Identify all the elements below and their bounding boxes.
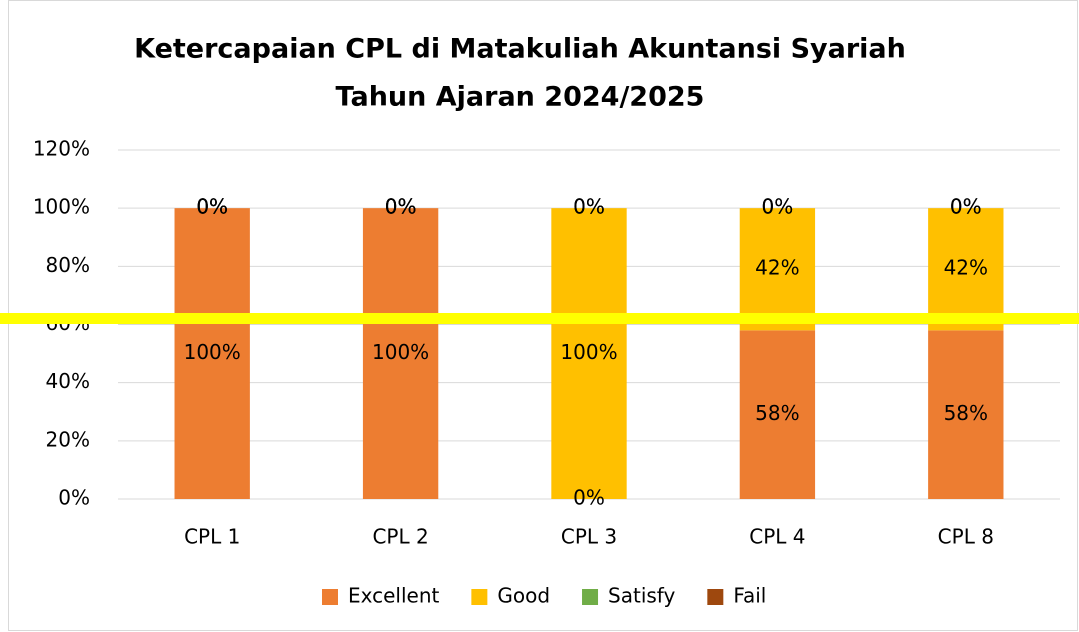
y-tick-label: 100% (33, 195, 90, 219)
data-label: 0% (196, 195, 228, 219)
data-label: 100% (184, 340, 241, 364)
chart-title: Ketercapaian CPL di Matakuliah Akuntansi… (134, 34, 906, 65)
data-label: 0% (950, 195, 982, 219)
x-tick-label: CPL 1 (184, 525, 240, 549)
data-label: 0% (196, 195, 228, 219)
legend-item: Fail (707, 584, 766, 608)
bar-segment (928, 208, 1004, 331)
legend-label: Fail (733, 584, 766, 608)
highlight-line (0, 313, 1079, 324)
data-label: 58% (755, 401, 799, 425)
bar-segment (928, 330, 1004, 499)
data-label: 0% (573, 486, 605, 510)
x-tick-label: CPL 2 (372, 525, 428, 549)
bar-segment (174, 208, 250, 499)
data-label: 0% (385, 195, 417, 219)
data-label: 0% (196, 195, 228, 219)
bar-segment (362, 208, 439, 499)
data-label: 100% (560, 340, 617, 364)
y-tick-label: 80% (46, 253, 90, 277)
legend-label: Good (497, 584, 550, 608)
data-label: 0% (762, 195, 794, 219)
data-label: 42% (755, 256, 799, 280)
legend-item: Good (471, 584, 550, 608)
data-label: 100% (372, 340, 429, 364)
bar-segment (739, 208, 816, 331)
data-label: 0% (950, 195, 982, 219)
legend-swatch (582, 589, 599, 605)
legend-label: Satisfy (608, 584, 675, 608)
x-tick-label: CPL 8 (938, 525, 994, 549)
x-tick-label: CPL 4 (749, 525, 805, 549)
x-tick-label: CPL 3 (561, 525, 617, 549)
data-label: 0% (762, 195, 794, 219)
bar-segment (739, 330, 816, 499)
y-tick-label: 40% (46, 369, 90, 393)
data-label: 0% (385, 195, 417, 219)
y-tick-label: 20% (46, 427, 90, 451)
bar-segment (551, 208, 627, 499)
legend-swatch (707, 589, 724, 605)
data-label: 0% (573, 195, 605, 219)
data-label: 0% (573, 195, 605, 219)
legend-item: Excellent (322, 584, 440, 608)
legend-swatch (471, 589, 488, 605)
data-label: 0% (385, 195, 417, 219)
data-label: 42% (944, 256, 988, 280)
legend-swatch (322, 589, 338, 605)
y-tick-label: 0% (58, 486, 90, 510)
chart-title: Tahun Ajaran 2024/2025 (336, 82, 705, 113)
legend-item: Satisfy (582, 584, 675, 608)
data-label: 58% (944, 401, 988, 425)
legend-label: Excellent (348, 584, 440, 608)
y-tick-label: 120% (33, 137, 90, 161)
